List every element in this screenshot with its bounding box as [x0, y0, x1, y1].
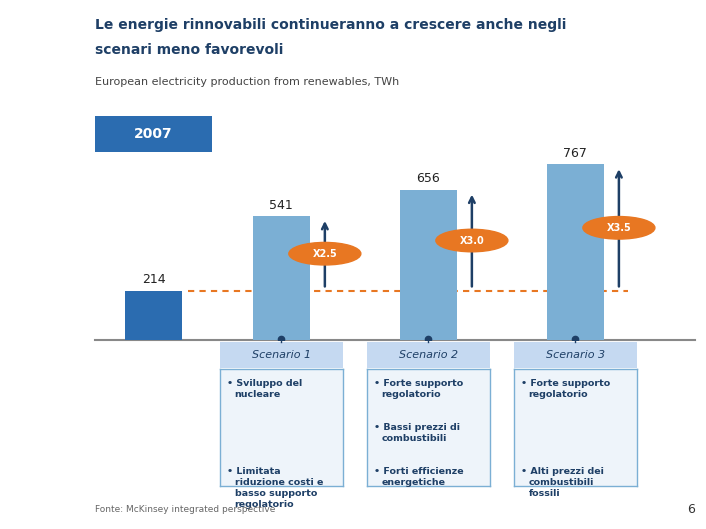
FancyBboxPatch shape [514, 342, 637, 368]
Text: 6: 6 [688, 503, 695, 516]
Text: • Alti prezzi dei: • Alti prezzi dei [521, 467, 604, 476]
Text: regolatorio: regolatorio [382, 390, 441, 399]
Text: • Forti efficienze: • Forti efficienze [374, 467, 464, 476]
Text: energetiche: energetiche [382, 478, 445, 487]
Text: • Sviluppo del: • Sviluppo del [227, 379, 302, 388]
Text: X2.5: X2.5 [313, 249, 337, 259]
Bar [125, 291, 182, 340]
Text: Scenario 1: Scenario 1 [252, 350, 311, 360]
Text: • Limitata: • Limitata [227, 467, 281, 476]
Bar [400, 190, 457, 340]
Text: European electricity production from renewables, TWh: European electricity production from ren… [95, 77, 400, 87]
Text: nucleare: nucleare [234, 390, 281, 399]
Text: X3.0: X3.0 [460, 235, 484, 245]
Text: X3.5: X3.5 [606, 223, 631, 233]
Bar [253, 216, 310, 340]
Text: • Forte supporto: • Forte supporto [374, 379, 463, 388]
Text: • Bassi prezzi di: • Bassi prezzi di [374, 423, 460, 432]
Text: combustibili: combustibili [529, 478, 594, 487]
Text: Le energie rinnovabili continueranno a crescere anche negli: Le energie rinnovabili continueranno a c… [95, 18, 567, 32]
Text: regolatorio: regolatorio [234, 500, 294, 509]
Text: regolatorio: regolatorio [529, 390, 588, 399]
Text: 656: 656 [417, 172, 441, 185]
Text: Scenario 2: Scenario 2 [399, 350, 458, 360]
Text: 767: 767 [563, 147, 587, 160]
Text: Fonte: McKinsey integrated perspective: Fonte: McKinsey integrated perspective [95, 505, 275, 514]
Text: 2007: 2007 [134, 127, 173, 141]
FancyBboxPatch shape [367, 342, 490, 368]
Text: basso supporto: basso supporto [234, 489, 317, 498]
Text: fossili: fossili [529, 489, 561, 498]
Text: 2020: 2020 [436, 127, 474, 141]
Text: combustibili: combustibili [382, 434, 447, 443]
Circle shape [289, 242, 361, 265]
Text: • Forte supporto: • Forte supporto [521, 379, 611, 388]
Bar [547, 165, 604, 340]
FancyBboxPatch shape [95, 116, 213, 152]
Text: Scenario 3: Scenario 3 [546, 350, 605, 360]
Text: 541: 541 [270, 198, 293, 212]
Text: scenari meno favorevoli: scenari meno favorevoli [95, 43, 284, 57]
FancyBboxPatch shape [220, 342, 343, 368]
Text: 214: 214 [142, 273, 165, 286]
Circle shape [436, 229, 508, 252]
Circle shape [583, 216, 655, 239]
Text: riduzione costi e: riduzione costi e [234, 478, 323, 487]
